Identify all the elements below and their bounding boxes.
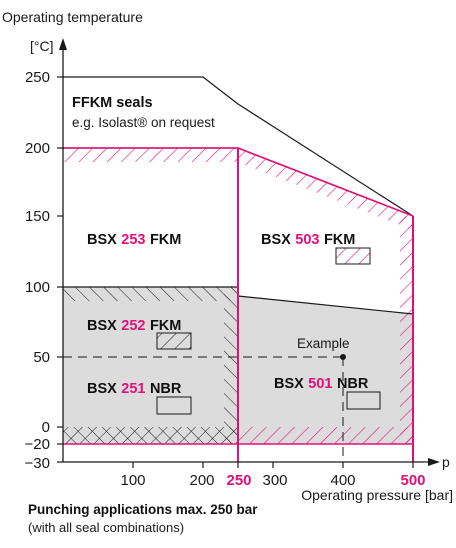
bsx253-label: BSX 253 FKM: [87, 231, 181, 248]
y-tick-50: 50: [33, 349, 50, 366]
bsx252-legend-swatch: [156, 332, 192, 350]
y-tick-minus30: −30: [25, 455, 50, 472]
bsx251-legend-swatch: [156, 396, 192, 415]
x-tick-300: 300: [262, 472, 287, 489]
bsx503-limit-hatch-top: [238, 148, 413, 230]
low-temp-crosshatch-b: [63, 427, 238, 444]
y-tick-250: 250: [25, 69, 50, 86]
bsx252-pressure-hatch: [224, 287, 238, 444]
x-tick-200: 200: [189, 472, 214, 489]
bsx251-label: BSX 251 NBR: [87, 380, 182, 397]
footnote: Punching applications max. 250 bar (with…: [28, 501, 448, 536]
bsx503-limit-hatch-right: [400, 216, 413, 444]
y-ticks: [57, 76, 63, 463]
x-tick-500: 500: [400, 472, 425, 489]
x-axis-arrow: [428, 458, 440, 466]
ffkm-sublabel: e.g. Isolast® on request: [72, 115, 215, 130]
example-label: Example: [297, 336, 350, 351]
limit-503-line: [237, 147, 414, 217]
y-axis-arrow: [59, 38, 67, 50]
x-tick-100: 100: [120, 472, 145, 489]
x-ticks: [132, 462, 414, 468]
low-temp-mag-hatch: [238, 427, 413, 444]
x-axis-variable: p: [442, 454, 450, 470]
footnote-subtitle: (with all seal combinations): [28, 520, 185, 535]
bsx503-label: BSX 503 FKM: [261, 231, 355, 248]
y-tick-minus20: −20: [25, 436, 50, 453]
line-100c-right: [237, 295, 414, 315]
footnote-title: Punching applications max. 250 bar: [28, 502, 258, 517]
y-tick-200: 200: [25, 140, 50, 157]
bsx252-label: BSX 252 FKM: [87, 317, 181, 334]
y-axis-title: Operating temperature: [2, 9, 143, 25]
ffkm-envelope-line: [63, 76, 414, 217]
x-tick-400: 400: [330, 472, 355, 489]
x-tick-250: 250: [226, 472, 251, 489]
y-tick-0: 0: [42, 419, 50, 436]
bsx503-legend-swatch: [335, 247, 371, 265]
bsx501-legend-swatch: [346, 391, 381, 410]
y-axis-unit: [°C]: [30, 38, 54, 54]
bsx253-limit-hatch: [63, 148, 238, 162]
example-point: [340, 354, 346, 360]
bsx501-label: BSX 501 NBR: [274, 375, 369, 392]
y-tick-100: 100: [25, 279, 50, 296]
x-axis-title: Operating pressure [bar]: [301, 487, 453, 503]
ffkm-label: FFKM seals: [72, 95, 153, 111]
bsx252-limit-hatch: [63, 287, 238, 301]
y-tick-150: 150: [25, 208, 50, 225]
